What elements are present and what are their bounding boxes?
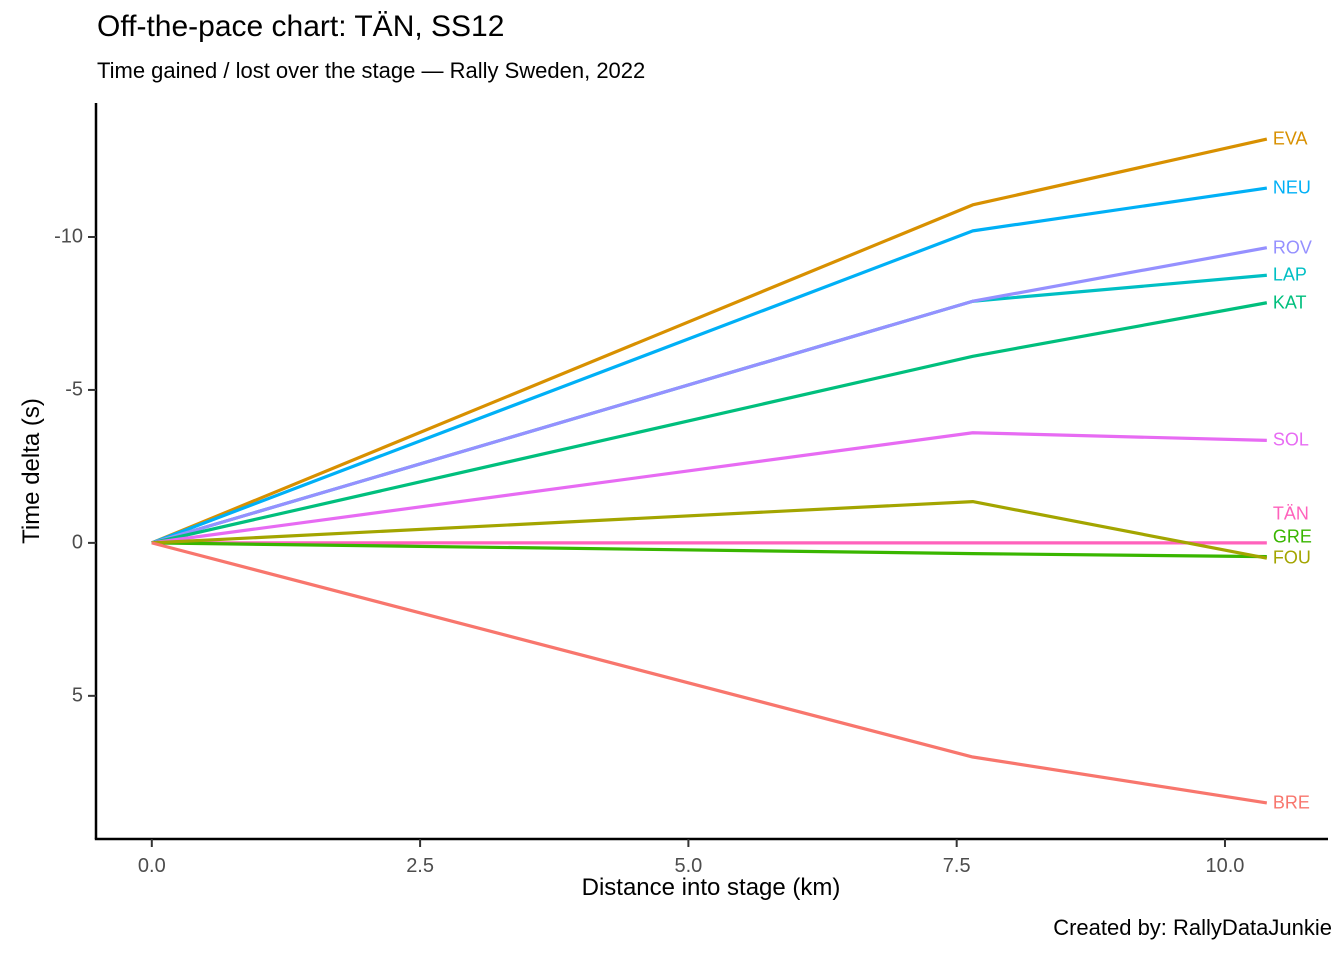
x-tick-label: 2.5: [406, 855, 434, 877]
x-tick-label: 7.5: [942, 855, 971, 877]
series-label-kat: KAT: [1272, 292, 1307, 313]
y-tick-label: 0: [71, 531, 83, 554]
series-line-lap: [151, 273, 1267, 545]
y-axis-title: Time delta (s): [18, 398, 45, 544]
x-tick-label: 0.0: [137, 855, 166, 877]
series-line-gre: [151, 541, 1267, 559]
x-tick-label: 5.0: [674, 855, 703, 877]
series-label-sol: SOL: [1272, 429, 1309, 450]
series-label-fou: FOU: [1272, 547, 1311, 568]
series-label-eva: EVA: [1272, 128, 1308, 149]
series-line-sol: [151, 431, 1267, 545]
y-tick-label: -10: [54, 225, 83, 248]
series-line-kat: [151, 301, 1268, 545]
series-line-neu: [151, 186, 1268, 545]
chart-subtitle: Time gained / lost over the stage — Rall…: [97, 58, 646, 83]
series-line-bre: [151, 541, 1268, 805]
series-label-tän: TÄN: [1272, 503, 1309, 524]
series-label-gre: GRE: [1272, 526, 1312, 547]
series-line-rov: [151, 246, 1268, 545]
chart-caption: Created by: RallyDataJunkie: [1053, 915, 1332, 940]
series-label-rov: ROV: [1272, 237, 1312, 258]
series-label-neu: NEU: [1272, 177, 1311, 198]
x-tick-label: 10.0: [1205, 855, 1245, 877]
y-tick-label: -5: [65, 378, 83, 401]
x-axis-title: Distance into stage (km): [581, 874, 841, 901]
chart-title: Off-the-pace chart: TÄN, SS12: [97, 10, 505, 43]
series-label-bre: BRE: [1272, 792, 1310, 813]
series-line-fou: [151, 499, 1268, 560]
series-line-eva: [151, 137, 1268, 545]
series-label-lap: LAP: [1272, 264, 1307, 285]
y-tick-label: 5: [71, 684, 83, 707]
